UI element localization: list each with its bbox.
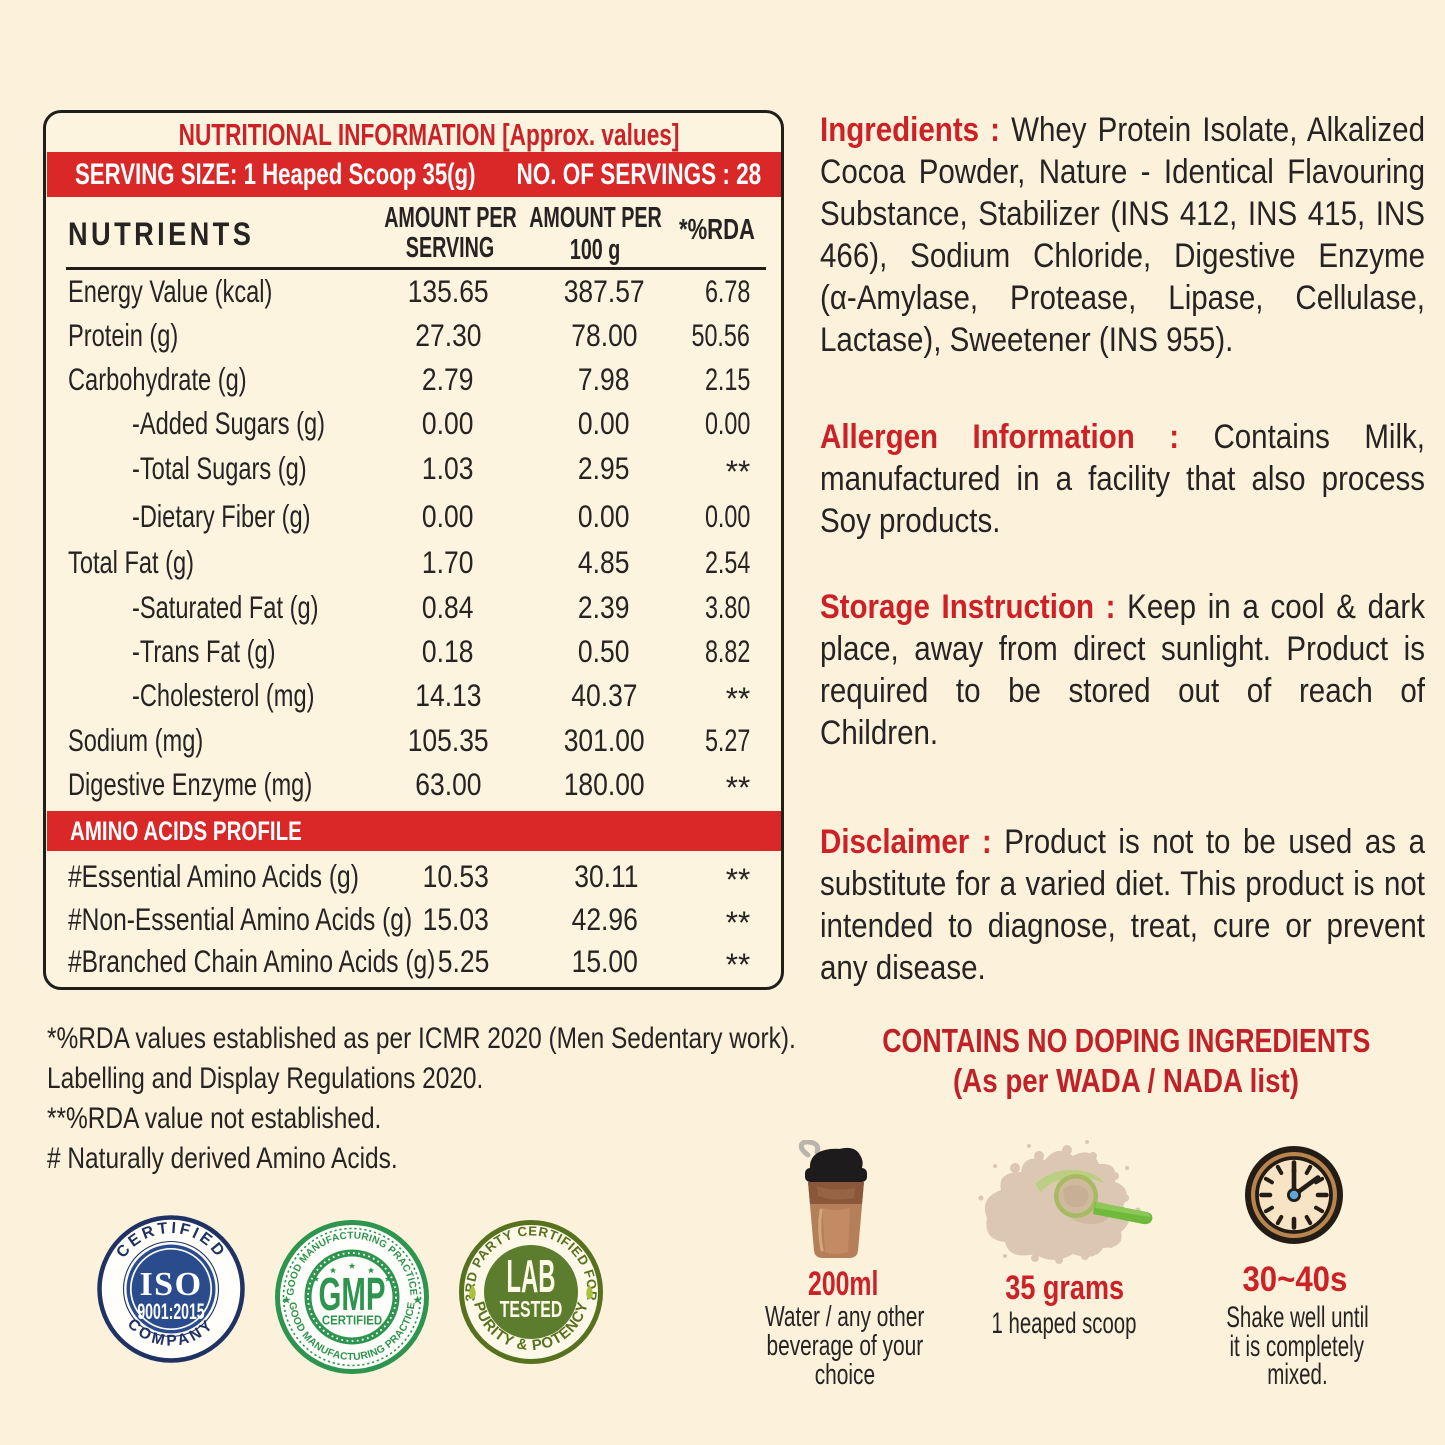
svg-text:TESTED: TESTED <box>500 1297 563 1323</box>
svg-text:GMP: GMP <box>318 1270 385 1321</box>
svg-text:LAB: LAB <box>506 1251 555 1302</box>
svg-text:ISO: ISO <box>139 1266 202 1303</box>
svg-text:CERTIFIED: CERTIFIED <box>322 1313 382 1328</box>
svg-text:9001:2015: 9001:2015 <box>137 1299 204 1324</box>
